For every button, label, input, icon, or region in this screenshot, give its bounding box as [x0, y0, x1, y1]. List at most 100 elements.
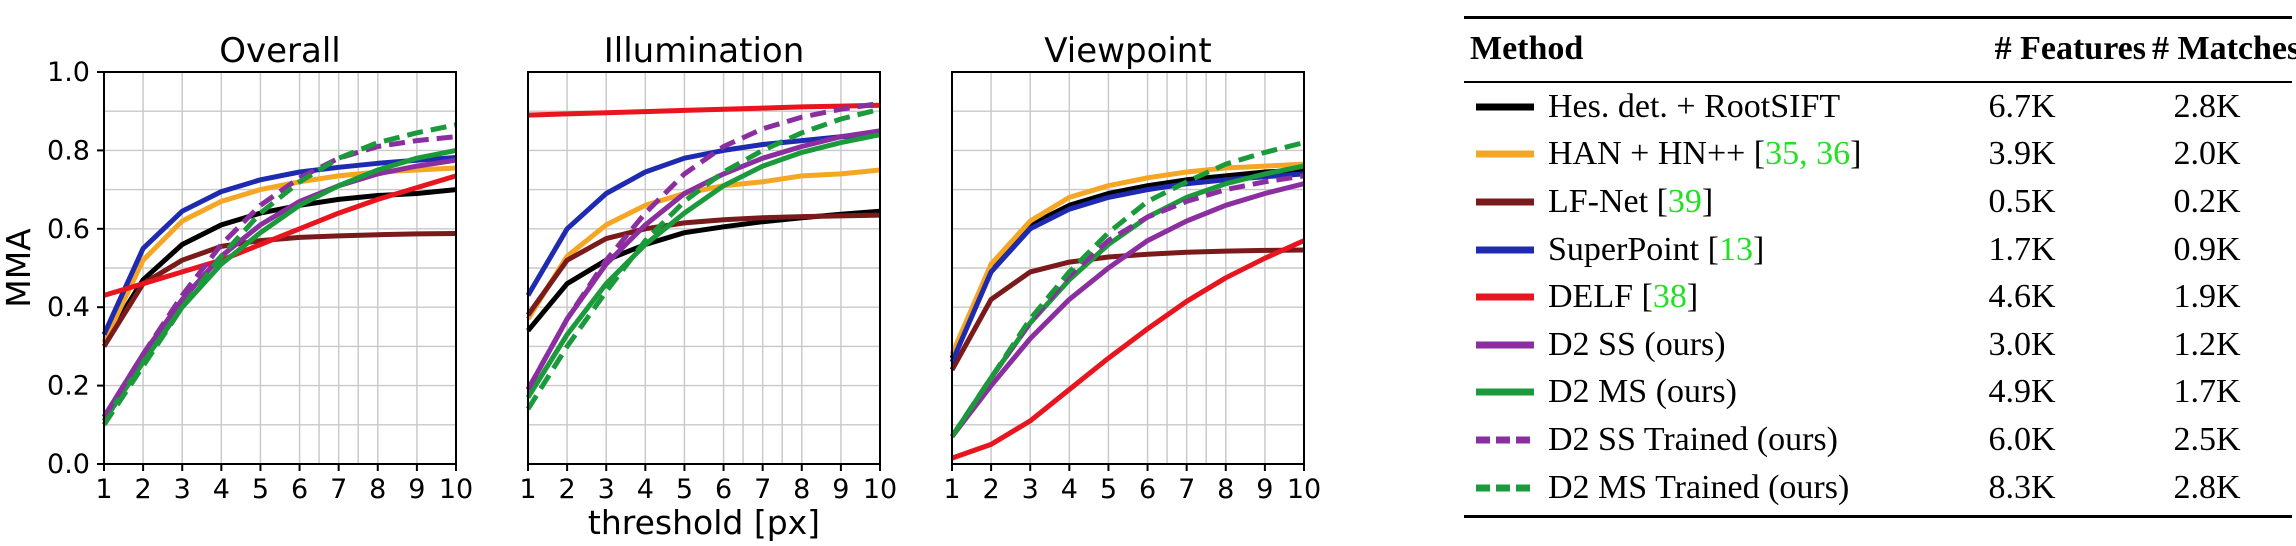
- method-name: D2 MS Trained (ours): [1548, 468, 1850, 506]
- x-tick-label: 2: [559, 474, 576, 505]
- table-row: D2 MS Trained (ours) 8.3K 2.8K: [1464, 464, 2292, 512]
- method-citation: 38: [1652, 278, 1687, 316]
- table-row: LF-Net [39] 0.5K 0.2K: [1464, 178, 2292, 226]
- plot-frame: [527, 71, 881, 465]
- method-name: LF-Net [: [1548, 182, 1668, 220]
- legend-swatch: [1476, 436, 1534, 444]
- x-tick-label: 4: [637, 474, 654, 505]
- legend-swatch: [1476, 484, 1534, 492]
- x-tick-label: 5: [676, 474, 693, 505]
- x-tick-label: 7: [1178, 474, 1195, 505]
- method-name: SuperPoint [: [1548, 230, 1719, 268]
- matches-cell: 2.5K: [2173, 420, 2241, 458]
- table-row: DELF [38] 4.6K 1.9K: [1464, 273, 2292, 321]
- matches-cell: 1.9K: [2173, 278, 2241, 316]
- y-tick-label: 0.6: [47, 214, 90, 245]
- header-method: Method: [1470, 30, 1584, 67]
- y-tick-label: 0.0: [47, 449, 90, 480]
- series-line-8: [101, 134, 457, 419]
- series-line-8: [525, 100, 881, 391]
- y-tick-label: 0.8: [47, 135, 90, 166]
- method-cell: Hes. det. + RootSIFT: [1464, 88, 1922, 126]
- features-cell: 6.0K: [1988, 420, 2056, 458]
- series-line-5: [103, 173, 457, 298]
- table-top-rule: [1464, 16, 2292, 19]
- y-tick-label: 0.2: [47, 371, 90, 402]
- legend-swatch: [1476, 103, 1534, 111]
- header-features: # Features: [1994, 30, 2146, 67]
- method-name: D2 SS Trained (ours): [1548, 420, 1838, 458]
- method-citation: 35, 36: [1765, 135, 1851, 173]
- x-tick-label: 2: [983, 474, 1000, 505]
- x-tick-label: 9: [1256, 474, 1273, 505]
- table-bottom-rule: [1464, 515, 2292, 519]
- legend-swatch: [1476, 341, 1534, 349]
- x-tick-label: 3: [174, 474, 191, 505]
- matches-cell: 1.2K: [2173, 325, 2241, 363]
- series-line-1: [949, 167, 1305, 360]
- x-tick-label: 10: [439, 474, 473, 505]
- legend-swatch: [1476, 150, 1534, 158]
- method-cell: DELF [38]: [1464, 278, 1922, 316]
- x-tick-label: 5: [1100, 474, 1117, 505]
- method-name-suffix: ]: [1850, 135, 1862, 173]
- header-matches: # Matches: [2152, 30, 2296, 67]
- matches-cell: 2.8K: [2173, 87, 2241, 125]
- series-line-4: [525, 132, 881, 297]
- x-tick-label: 8: [369, 474, 386, 505]
- legend-swatch: [1476, 388, 1534, 396]
- table-row: HAN + HN++ [35, 36] 3.9K 2.0K: [1464, 131, 2292, 179]
- matches-cell: 1.7K: [2173, 373, 2241, 411]
- chart-title: Illumination: [604, 31, 805, 71]
- x-tick-label: 2: [135, 474, 152, 505]
- method-name-suffix: ]: [1701, 182, 1714, 220]
- series-line-7: [949, 163, 1305, 438]
- method-name: D2 SS (ours): [1548, 325, 1726, 363]
- method-name: Hes. det. + RootSIFT: [1548, 87, 1841, 125]
- table-row: D2 SS (ours) 3.0K 1.2K: [1464, 321, 2292, 369]
- series-line-9: [101, 122, 457, 427]
- x-tick-label: 7: [754, 474, 771, 505]
- series-line-9: [949, 140, 1305, 438]
- features-cell: 0.5K: [1988, 182, 2056, 220]
- series-line-6: [101, 157, 457, 419]
- features-cell: 4.9K: [1988, 373, 2056, 411]
- features-cell: 3.9K: [1988, 135, 2056, 173]
- features-cell: 4.6K: [1988, 278, 2056, 316]
- x-tick-label: 1: [943, 474, 960, 505]
- x-tick-label: 1: [519, 474, 536, 505]
- method-cell: D2 MS (ours): [1464, 373, 1922, 411]
- x-tick-label: 4: [1061, 474, 1078, 505]
- series-line-6: [525, 128, 881, 391]
- x-tick-label: 6: [715, 474, 732, 505]
- method-citation: 39: [1667, 182, 1702, 220]
- method-citation: 13: [1718, 230, 1753, 268]
- features-cell: 3.0K: [1988, 325, 2056, 363]
- series-line-3: [525, 212, 881, 317]
- x-tick-label: 1: [95, 474, 112, 505]
- series-line-9: [525, 106, 881, 411]
- method-cell: HAN + HN++ [35, 36]: [1464, 135, 1922, 173]
- method-cell: SuperPoint [13]: [1464, 231, 1922, 269]
- legend-swatch: [1476, 198, 1534, 206]
- series-line-5: [527, 102, 881, 118]
- x-tick-label: 3: [1022, 474, 1039, 505]
- series-line-2: [525, 167, 881, 321]
- features-cell: 1.7K: [1988, 230, 2056, 268]
- plot-frame: [951, 71, 1305, 465]
- y-tick-label: 0.4: [47, 292, 90, 323]
- method-name: D2 MS (ours): [1548, 373, 1737, 411]
- method-name: HAN + HN++ [: [1548, 135, 1766, 173]
- table-header-rule: [1464, 81, 2292, 83]
- chart-title: Viewpoint: [1044, 31, 1211, 71]
- y-tick-label: 1.0: [47, 57, 90, 88]
- series-line-6: [950, 181, 1305, 439]
- mma-charts: 1 2 3 4 5 6 7 8 9 100.00.20.40.60.81.0OverallMMA1…: [0, 31, 1321, 542]
- x-tick-label: 5: [252, 474, 269, 505]
- method-name-suffix: ]: [1686, 278, 1699, 316]
- method-name: DELF [: [1548, 278, 1653, 316]
- method-cell: LF-Net [39]: [1464, 183, 1922, 221]
- table-row: SuperPoint [13] 1.7K 0.9K: [1464, 226, 2292, 274]
- method-cell: D2 SS (ours): [1464, 326, 1922, 364]
- x-tick-label: 9: [408, 474, 425, 505]
